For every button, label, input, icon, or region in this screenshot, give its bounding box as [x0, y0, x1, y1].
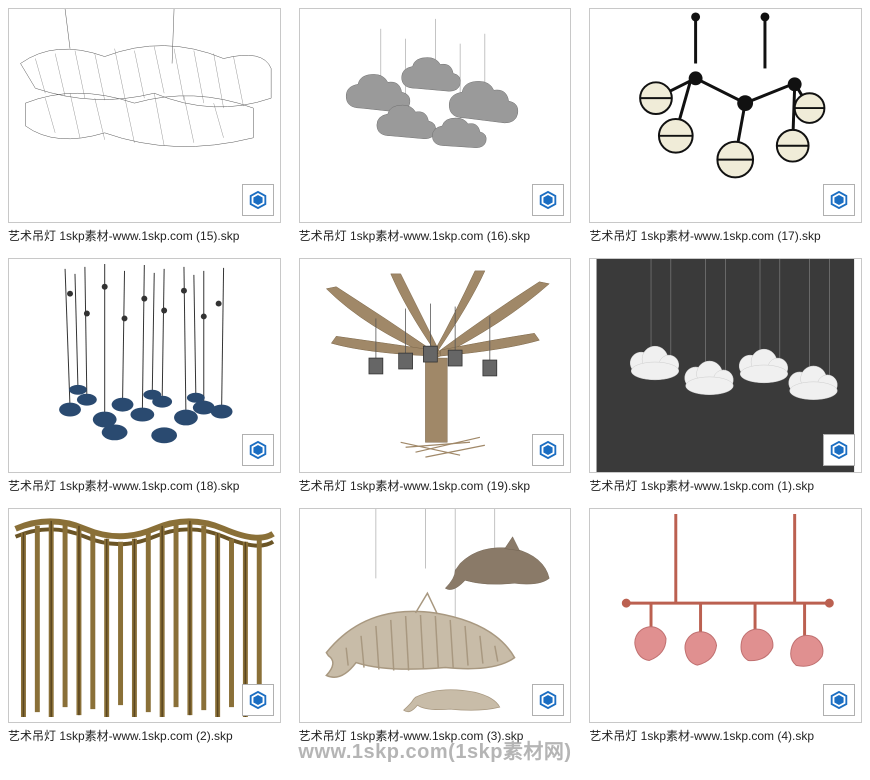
file-item[interactable]: 艺术吊灯 1skp素材-www.1skp.com (15).skp	[8, 8, 281, 244]
file-caption: 艺术吊灯 1skp素材-www.1skp.com (2).skp	[8, 727, 281, 744]
thumbnail	[589, 258, 862, 473]
file-caption: 艺术吊灯 1skp素材-www.1skp.com (1).skp	[589, 477, 862, 494]
thumbnail	[8, 508, 281, 723]
file-item[interactable]: 艺术吊灯 1skp素材-www.1skp.com (19).skp	[299, 258, 572, 494]
file-caption: 艺术吊灯 1skp素材-www.1skp.com (16).skp	[299, 227, 572, 244]
file-caption: 艺术吊灯 1skp素材-www.1skp.com (15).skp	[8, 227, 281, 244]
thumbnail	[589, 508, 862, 723]
file-item[interactable]: 艺术吊灯 1skp素材-www.1skp.com (18).skp	[8, 258, 281, 494]
thumbnail	[8, 8, 281, 223]
thumbnail	[8, 258, 281, 473]
file-item[interactable]: 艺术吊灯 1skp素材-www.1skp.com (4).skp	[589, 508, 862, 744]
file-caption: 艺术吊灯 1skp素材-www.1skp.com (4).skp	[589, 727, 862, 744]
thumbnail	[299, 8, 572, 223]
file-item[interactable]: 艺术吊灯 1skp素材-www.1skp.com (1).skp	[589, 258, 862, 494]
file-item[interactable]: 艺术吊灯 1skp素材-www.1skp.com (2).skp	[8, 508, 281, 744]
thumbnail	[589, 8, 862, 223]
thumbnail	[299, 258, 572, 473]
file-caption: 艺术吊灯 1skp素材-www.1skp.com (19).skp	[299, 477, 572, 494]
file-item[interactable]: 艺术吊灯 1skp素材-www.1skp.com (16).skp	[299, 8, 572, 244]
file-caption: 艺术吊灯 1skp素材-www.1skp.com (17).skp	[589, 227, 862, 244]
file-item[interactable]: 艺术吊灯 1skp素材-www.1skp.com (3).skp	[299, 508, 572, 744]
file-item[interactable]: 艺术吊灯 1skp素材-www.1skp.com (17).skp	[589, 8, 862, 244]
thumbnail	[299, 508, 572, 723]
file-caption: 艺术吊灯 1skp素材-www.1skp.com (18).skp	[8, 477, 281, 494]
file-caption: 艺术吊灯 1skp素材-www.1skp.com (3).skp	[299, 727, 572, 744]
thumbnail-grid: 艺术吊灯 1skp素材-www.1skp.com (15).skp	[8, 8, 862, 744]
